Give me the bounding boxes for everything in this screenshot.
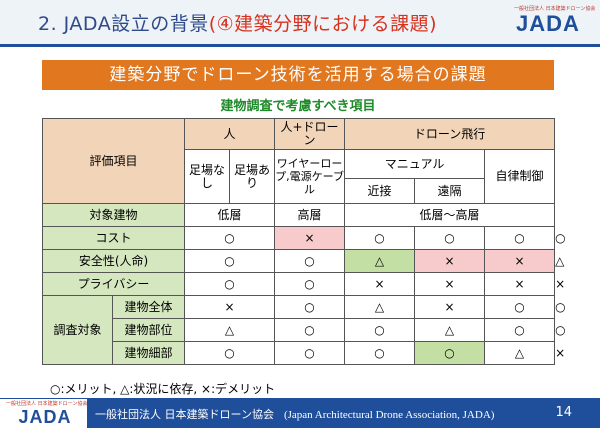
target-building-label: 対象建物 [41,203,186,227]
table-cell: △ [344,295,416,319]
table-cell: ○ [414,341,486,365]
title-bar [0,0,600,44]
target-high-rise: 高層 [274,203,346,227]
col-autonomous: 自律制御 [484,149,556,204]
table-cell: △ [344,249,416,273]
table-row: プライバシー ○ ○ × × × × [41,272,565,296]
col-scaffold-none: 足場なし [184,149,231,204]
table-cell: △ [414,318,486,342]
col-manual: マニュアル [344,149,486,179]
jada-logo: 一般社団法人 日本建築ドローン協会 JADA [514,6,596,40]
group-person-drone: 人+ドローン [274,118,346,150]
section-banner: 建築分野でドローン技術を活用する場合の課題 [42,60,554,90]
footer-organization: 一般社団法人 日本建築ドローン協会 (Japan Architectural Dr… [95,406,494,422]
table-cell: ○ [274,318,346,342]
legend: ○:メリット, △:状況に依存, ×:デメリット [50,382,276,396]
logo-tagline: 一般社団法人 日本建築ドローン協会 [514,6,596,12]
table-cell: × [344,272,416,296]
title-divider [0,44,600,47]
table-cell: ○ [484,226,556,250]
table-cell: ○ [184,341,276,365]
footer-divider [0,398,600,399]
col-close-range: 近接 [344,178,416,204]
eval-header: 評価項目 [41,118,186,204]
table-row: 安全性(人命) ○ ○ △ × × △ [41,249,564,273]
table-row: コスト ○ × ○ ○ ○ ○ [41,226,566,250]
table-cell: ○ [274,272,346,296]
table-cell: ○ [344,318,416,342]
table-cell: ○ [184,272,276,296]
footer-logo: 一般社団法人 日本建築ドローン協会 JADA [6,401,88,427]
footer-bar: 一般社団法人 日本建築ドローン協会 (Japan Architectural Dr… [87,399,600,428]
row-label: コスト [41,226,186,250]
footer-org-name: 一般社団法人 日本建築ドローン協会 [95,408,274,421]
table-row: 建物部位 △ ○ ○ △ ○ ○ [43,318,566,342]
row-label: 建物全体 [111,295,186,319]
table-cell: × [414,249,486,273]
table-cell: × [414,272,486,296]
footer-org-english: (Japan Architectural Drone Association, … [283,409,495,421]
table-cell: ○ [484,318,556,342]
col-scaffold-yes: 足場あり [229,149,276,204]
evaluation-table: 評価項目 人 人+ドローン ドローン飛行 足場なし 足場あり ワイヤーロープ,電… [41,118,566,365]
table-cell: ○ [414,226,486,250]
table-cell: △ [184,318,276,342]
table-cell: × [274,226,346,250]
table-row: 建物細部 ○ ○ ○ ○ △ × [43,341,565,365]
table-cell: ○ [184,249,276,273]
table-cell: ○ [184,226,276,250]
row-label: プライバシー [41,272,186,296]
table-cell: ○ [344,226,416,250]
table-row: 調査対象 建物全体 × ○ △ × ○ ○ [42,295,566,365]
logo-tagline: 一般社団法人 日本建築ドローン協会 [6,401,88,407]
table-cell: × [484,249,556,273]
target-range: 低層〜高層 [344,203,556,227]
table-cell: ○ [274,295,346,319]
table-subheading: 建物調査で考慮すべき項目 [220,99,376,114]
logo-wordmark: JADA [516,11,580,36]
target-low-rise: 低層 [184,203,276,227]
table-cell: △ [484,341,556,365]
table-cell: ○ [274,249,346,273]
survey-target-label: 調査対象 [42,295,113,365]
title-prefix: 2. JADA設立の背景 [38,13,209,35]
table-cell: ○ [344,341,416,365]
group-person: 人 [184,118,276,150]
col-remote: 遠隔 [414,178,486,204]
col-wire-cable: ワイヤーロープ,電源ケーブル [274,149,346,204]
table-cell: × [414,295,486,319]
row-label: 建物部位 [111,318,186,342]
table-cell: × [184,295,276,319]
logo-wordmark: JADA [18,407,72,427]
table-cell: ○ [274,341,346,365]
table-cell: × [484,272,556,296]
title-highlight: (④建築分野における課題) [208,13,438,35]
page-number: 14 [555,405,572,420]
group-drone-flight: ドローン飛行 [344,118,556,150]
row-label: 安全性(人命) [41,249,186,273]
table-cell: ○ [484,295,556,319]
page-title: 2. JADA設立の背景(④建築分野における課題) [38,9,437,36]
row-label: 建物細部 [111,341,186,365]
